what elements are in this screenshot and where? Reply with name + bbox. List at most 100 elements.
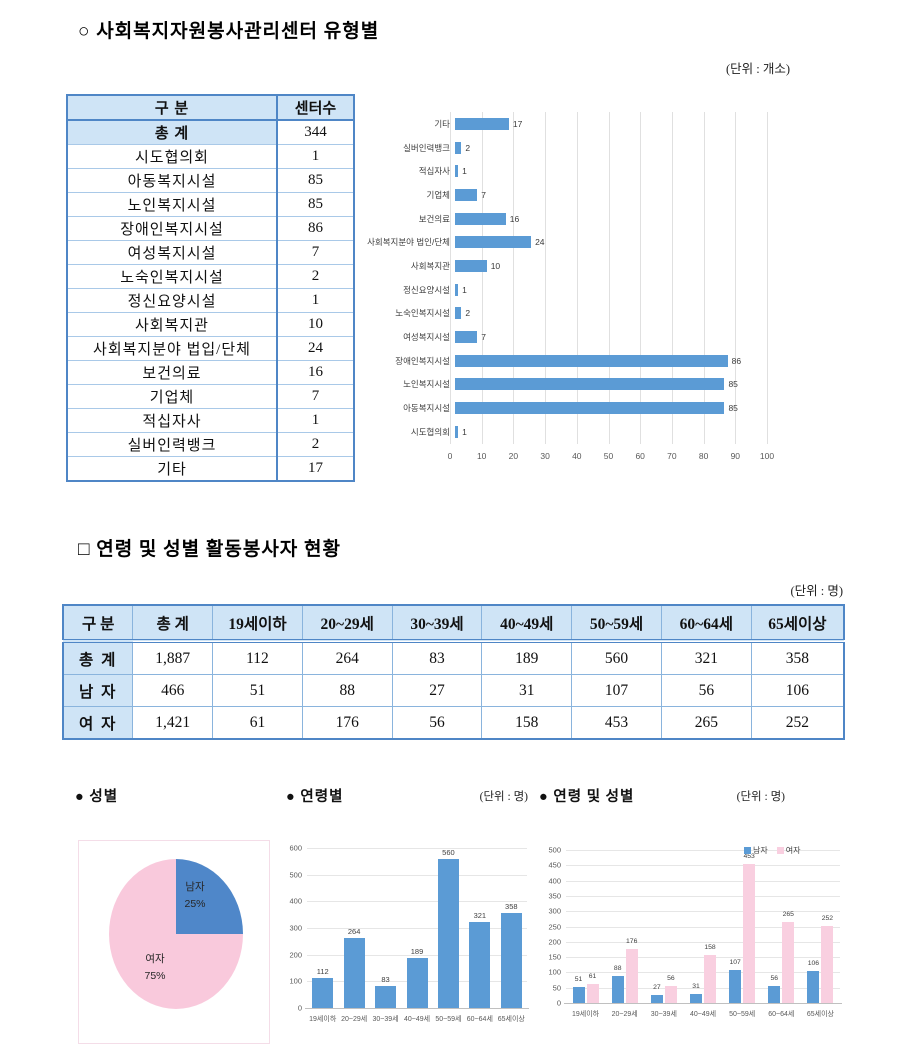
bar-track: 85	[455, 378, 798, 391]
column-header: 구 분	[67, 95, 278, 120]
row-label: 여 자	[62, 706, 134, 740]
x-axis-tick-label: 19세이하	[309, 1016, 337, 1023]
cell-value: 358	[750, 640, 845, 675]
bar-value-label: 264	[347, 926, 361, 936]
bar-value-label: 56	[770, 974, 779, 982]
x-axis-tick-label: 40	[572, 450, 582, 461]
bar	[572, 987, 585, 1003]
x-axis-tick-label: 60~64세	[466, 1016, 493, 1023]
x-axis-tick-label: 30~39세	[372, 1016, 399, 1023]
category-label: 사회복지관	[410, 260, 450, 271]
row-label: 장애인복지시설	[67, 216, 278, 241]
row-label: 보건의료	[67, 360, 278, 385]
table-row: 여성복지시설 7	[67, 240, 354, 265]
bar-value-label: 1	[462, 166, 467, 177]
row-value: 7	[277, 384, 354, 409]
table-body: 총 계 344 시도협의회 1 아동복지시설 85 노인복지시설 85 장애인복지시설 86 여성복…	[67, 119, 354, 481]
bar	[782, 921, 795, 1003]
gridline	[640, 112, 642, 444]
y-axis-tick-label: 400	[289, 896, 302, 906]
table-row: 여 자 1,421 61 176 56 158 453 265 252	[62, 706, 845, 740]
bar	[343, 937, 365, 1008]
bar-value-label: 106	[807, 959, 820, 967]
row-value: 2	[277, 432, 354, 457]
row-value: 10	[277, 312, 354, 337]
row-label: 실버인력뱅크	[67, 432, 278, 457]
gridline	[545, 112, 547, 444]
row-label: 사회복지관	[67, 312, 278, 337]
pie-slice-label: 남자 25%	[171, 879, 219, 913]
bar	[455, 331, 478, 344]
bar-track: 1	[455, 425, 798, 438]
bar-value-label: 7	[481, 332, 486, 343]
row-value: 1	[277, 288, 354, 313]
row-label: 시도협의회	[67, 144, 278, 169]
bar-track: 1	[455, 165, 798, 178]
bar	[455, 212, 506, 225]
gridline	[566, 957, 840, 959]
y-axis-tick-label: 200	[548, 937, 561, 947]
gridline	[307, 874, 527, 876]
legend-swatch	[744, 847, 751, 854]
bar-value-label: 31	[692, 982, 700, 990]
bar	[611, 976, 624, 1003]
bar-value-label: 265	[782, 910, 794, 918]
cell-value: 1,421	[132, 706, 214, 740]
category-label: 시도협의회	[410, 426, 450, 437]
cell-value: 56	[660, 674, 752, 707]
bar-value-label: 85	[728, 403, 738, 414]
bar-value-label: 2	[465, 142, 471, 153]
x-axis-tick-label: 20	[508, 450, 519, 461]
pie-slice-label: 여자 75%	[131, 951, 179, 985]
table-head: 구 분 센터수	[67, 95, 354, 120]
column-header: 50~59세	[571, 604, 662, 643]
column-header: 총 계	[132, 604, 214, 643]
cell-value: 252	[750, 706, 845, 740]
table-row: 기타 17	[67, 456, 354, 481]
row-value: 17	[277, 456, 354, 481]
bar-value-label: 2	[465, 308, 471, 319]
section1-title: ○ 사회복지자원봉사관리센터 유형별	[78, 21, 380, 42]
bar	[807, 970, 820, 1003]
pie	[109, 859, 243, 1009]
x-axis-tick-label: 20~29세	[611, 1011, 638, 1018]
cell-value: 158	[481, 706, 573, 740]
table-row: 노숙인복지시설 2	[67, 264, 354, 289]
legend-label: 여자	[785, 846, 801, 855]
bar-value-label: 16	[509, 213, 520, 224]
bar-row: 기업체 7	[343, 183, 798, 207]
x-axis-tick-label: 70	[667, 450, 677, 461]
cell-value: 107	[571, 674, 662, 707]
bar	[406, 957, 428, 1008]
center-type-table: 구 분 센터수 총 계 344 시도협의회 1 아동복지시설 85 노인복지시설 85 장애인복지시…	[66, 94, 355, 482]
column-header: 센터수	[277, 95, 354, 120]
gridline	[703, 112, 705, 444]
cell-value: 189	[481, 640, 573, 675]
bar	[586, 984, 599, 1003]
table-row: 남 자 466 51 88 27 31 107 56 106	[62, 674, 845, 707]
column-header: 30~39세	[391, 604, 483, 643]
y-axis-tick-label: 0	[297, 1003, 302, 1013]
gender-pie-title: ● 성별	[75, 789, 119, 805]
bar-value-label: 107	[729, 959, 741, 967]
bar	[455, 141, 462, 154]
bar	[821, 925, 834, 1003]
bar-value-label: 86	[731, 355, 742, 366]
section1-unit-label: (단위 : 개소)	[725, 62, 790, 76]
x-axis-tick-label: 40~49세	[689, 1011, 717, 1018]
cell-value: 88	[301, 674, 393, 707]
row-value: 1	[277, 144, 354, 169]
row-label: 여성복지시설	[67, 240, 278, 265]
gridline	[307, 928, 527, 929]
x-axis-tick-label: 40~49세	[403, 1016, 431, 1023]
table-row: 아동복지시설 85	[67, 168, 354, 193]
bar	[743, 864, 756, 1003]
gridline	[307, 954, 527, 956]
row-value: 7	[277, 240, 354, 265]
bar-row: 적십자사 1	[343, 159, 798, 183]
category-label: 기타	[434, 118, 450, 129]
gridline	[481, 112, 483, 444]
bar-row: 정신요양시설 1	[343, 278, 798, 302]
y-axis-tick-label: 250	[548, 922, 561, 931]
